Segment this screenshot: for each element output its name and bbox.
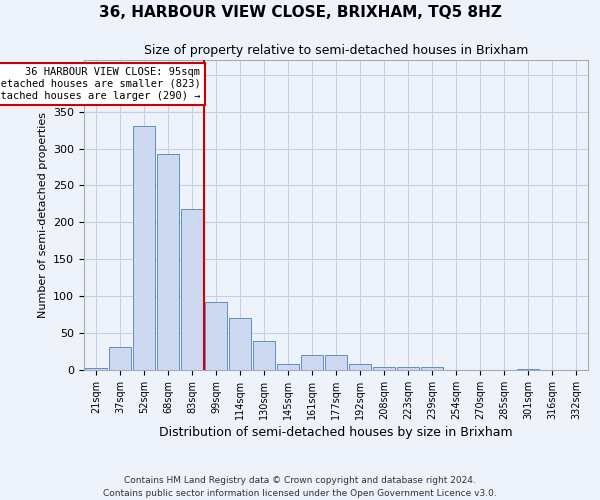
Bar <box>373 367 395 370</box>
Bar <box>109 347 131 370</box>
X-axis label: Distribution of semi-detached houses by size in Brixham: Distribution of semi-detached houses by … <box>159 426 513 439</box>
Bar <box>253 341 275 370</box>
Bar <box>181 209 203 370</box>
Bar <box>85 368 107 370</box>
Bar <box>133 126 155 370</box>
Text: 36, HARBOUR VIEW CLOSE, BRIXHAM, TQ5 8HZ: 36, HARBOUR VIEW CLOSE, BRIXHAM, TQ5 8HZ <box>98 5 502 20</box>
Text: 36 HARBOUR VIEW CLOSE: 95sqm
← 74% of semi-detached houses are smaller (823)
26%: 36 HARBOUR VIEW CLOSE: 95sqm ← 74% of se… <box>0 68 200 100</box>
Bar <box>325 355 347 370</box>
Title: Size of property relative to semi-detached houses in Brixham: Size of property relative to semi-detach… <box>144 44 528 58</box>
Bar <box>349 364 371 370</box>
Bar <box>157 154 179 370</box>
Bar <box>397 367 419 370</box>
Bar <box>277 364 299 370</box>
Text: Contains HM Land Registry data © Crown copyright and database right 2024.
Contai: Contains HM Land Registry data © Crown c… <box>103 476 497 498</box>
Y-axis label: Number of semi-detached properties: Number of semi-detached properties <box>38 112 47 318</box>
Bar <box>301 355 323 370</box>
Bar <box>205 302 227 370</box>
Bar <box>421 367 443 370</box>
Bar <box>229 318 251 370</box>
